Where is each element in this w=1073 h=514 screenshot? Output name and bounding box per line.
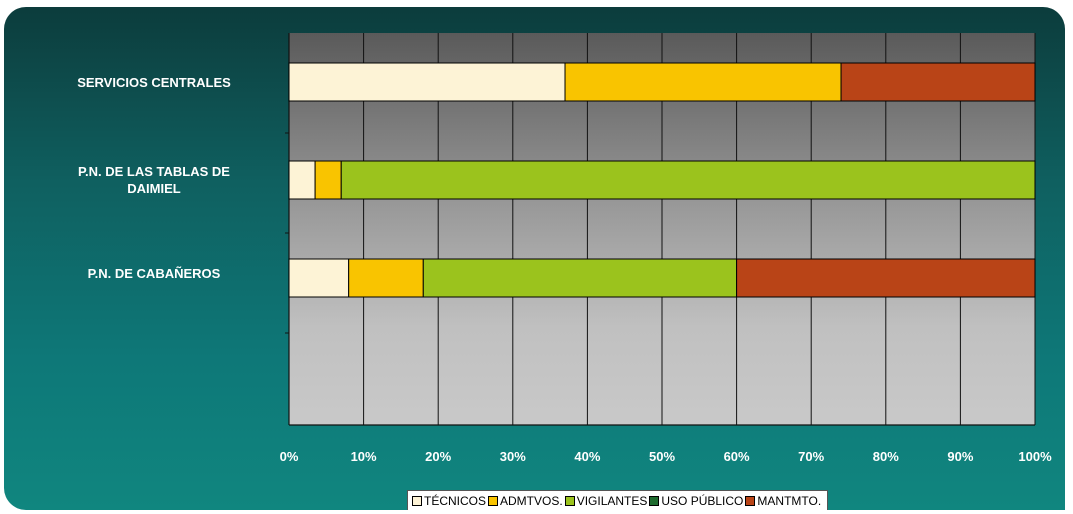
legend-label: USO PÚBLICO [661, 494, 744, 508]
bar-segment [288, 258, 350, 298]
category-label: SERVICIOS CENTRALES [34, 74, 274, 91]
legend-item: MANTMTO. [745, 494, 821, 508]
category-label-line: P.N. DE LAS TABLAS DE [78, 164, 230, 179]
legend-swatch [412, 496, 422, 506]
x-tick-label: 0% [279, 449, 299, 464]
legend-swatch [745, 496, 756, 506]
bar-segment [422, 258, 738, 298]
x-tick-label: 100% [1018, 449, 1052, 464]
category-label-line: P.N. DE CABAÑEROS [87, 265, 221, 281]
category-label-line: DAIMIEL [127, 181, 181, 196]
bar-segment [340, 160, 1036, 200]
category-label: P.N. DE LAS TABLAS DE DAIMIEL [34, 163, 274, 197]
bar-segment [840, 62, 1036, 102]
x-tick-label: 80% [872, 449, 899, 464]
x-tick-label: 30% [499, 449, 526, 464]
legend-item: TÉCNICOS [412, 494, 486, 508]
x-tick-label: 60% [723, 449, 750, 464]
bar-segment [288, 62, 566, 102]
legend-label: TÉCNICOS [424, 494, 487, 508]
category-label: P.N. DE CABAÑEROS [34, 265, 274, 282]
bar-segment [314, 160, 342, 200]
legend-item: VIGILANTES [564, 494, 648, 508]
bar-segment [564, 62, 842, 102]
legend-label: VIGILANTES [576, 494, 648, 508]
x-tick-label: 90% [947, 449, 974, 464]
legend-item: ADMTVOS. [488, 494, 563, 508]
bar-segment [736, 258, 1036, 298]
bar-segment [348, 258, 424, 298]
chart-legend: TÉCNICOS ADMTVOS. VIGILANTES USO PÚBLICO MAN… [407, 490, 829, 510]
x-tick-label: 20% [425, 449, 452, 464]
legend-swatch [649, 496, 660, 506]
x-tick-label: 40% [574, 449, 601, 464]
chart-plot [285, 33, 1036, 426]
x-tick-label: 10% [350, 449, 377, 464]
legend-swatch [488, 496, 499, 506]
x-tick-label: 70% [798, 449, 825, 464]
legend-item: USO PÚBLICO [649, 494, 743, 508]
legend-label: MANTMTO. [757, 494, 822, 508]
bar-segment [288, 160, 316, 200]
category-label-line: SERVICIOS CENTRALES [77, 74, 231, 90]
chart-panel: SERVICIOS CENTRALES P.N. DE LAS TABLAS DE… [4, 7, 1065, 510]
legend-label: ADMTVOS. [500, 494, 563, 508]
legend-swatch [564, 496, 575, 506]
x-tick-label: 50% [648, 449, 676, 464]
